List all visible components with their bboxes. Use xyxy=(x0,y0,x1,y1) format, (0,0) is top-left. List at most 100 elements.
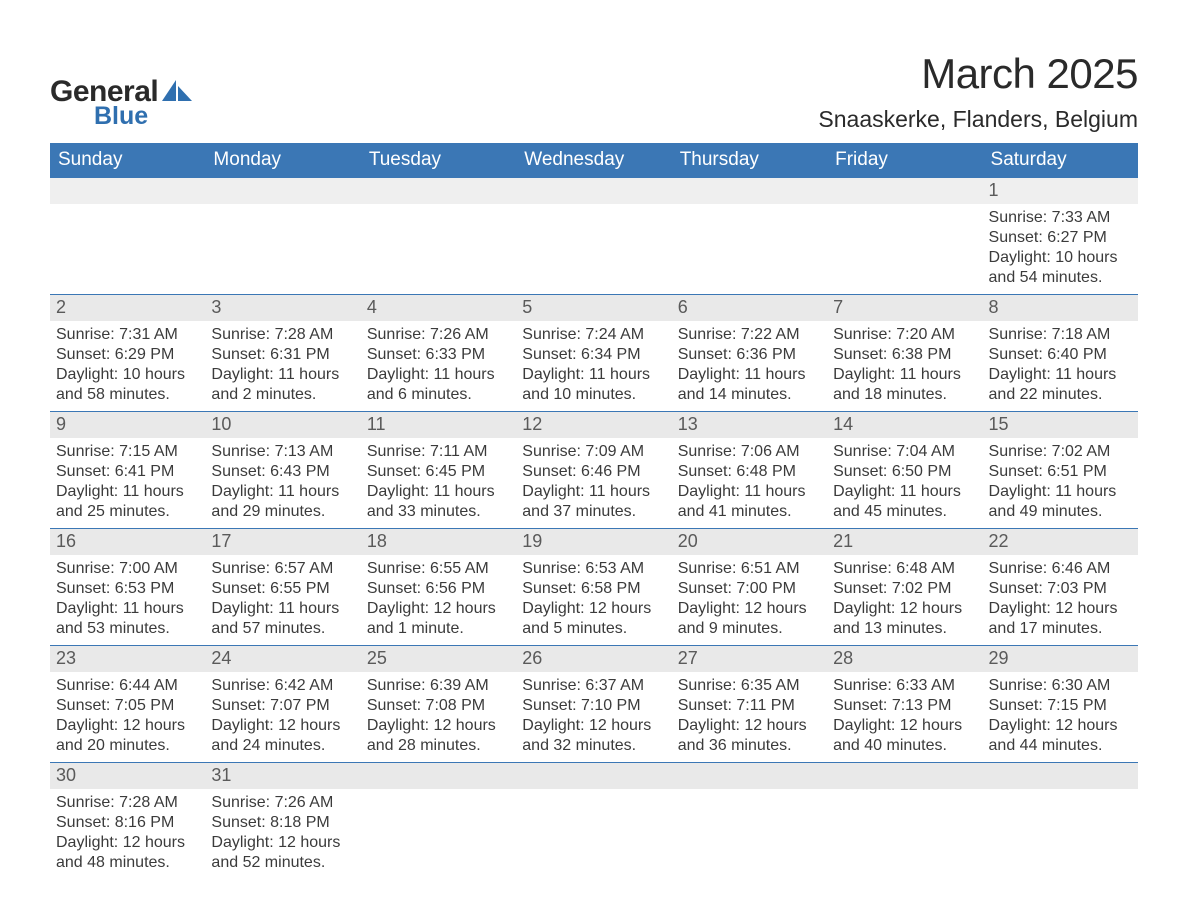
calendar-day-cell: 28Sunrise: 6:33 AMSunset: 7:13 PMDayligh… xyxy=(827,646,982,763)
daylight-text: Daylight: 12 hours and 32 minutes. xyxy=(522,716,665,756)
sunrise-text: Sunrise: 6:51 AM xyxy=(678,559,821,579)
day-number: 23 xyxy=(50,646,205,672)
daylight-text: Daylight: 11 hours and 45 minutes. xyxy=(833,482,976,522)
day-number xyxy=(672,178,827,204)
calendar-day-cell xyxy=(983,763,1138,880)
calendar-day-cell: 20Sunrise: 6:51 AMSunset: 7:00 PMDayligh… xyxy=(672,529,827,646)
sunset-text: Sunset: 6:58 PM xyxy=(522,579,665,599)
day-details: Sunrise: 6:51 AMSunset: 7:00 PMDaylight:… xyxy=(672,555,827,645)
daylight-text: Daylight: 10 hours and 54 minutes. xyxy=(989,248,1132,288)
calendar-day-cell: 2Sunrise: 7:31 AMSunset: 6:29 PMDaylight… xyxy=(50,295,205,412)
day-number: 1 xyxy=(983,178,1138,204)
calendar-week-row: 9Sunrise: 7:15 AMSunset: 6:41 PMDaylight… xyxy=(50,412,1138,529)
day-number: 28 xyxy=(827,646,982,672)
sunset-text: Sunset: 7:10 PM xyxy=(522,696,665,716)
day-number xyxy=(983,763,1138,789)
weekday-header: Thursday xyxy=(672,143,827,178)
day-number: 16 xyxy=(50,529,205,555)
day-details: Sunrise: 7:11 AMSunset: 6:45 PMDaylight:… xyxy=(361,438,516,528)
daylight-text: Daylight: 11 hours and 29 minutes. xyxy=(211,482,354,522)
calendar-day-cell: 10Sunrise: 7:13 AMSunset: 6:43 PMDayligh… xyxy=(205,412,360,529)
day-details: Sunrise: 6:42 AMSunset: 7:07 PMDaylight:… xyxy=(205,672,360,762)
day-details: Sunrise: 6:55 AMSunset: 6:56 PMDaylight:… xyxy=(361,555,516,645)
day-details xyxy=(516,204,671,214)
daylight-text: Daylight: 11 hours and 33 minutes. xyxy=(367,482,510,522)
daylight-text: Daylight: 11 hours and 37 minutes. xyxy=(522,482,665,522)
sunset-text: Sunset: 6:33 PM xyxy=(367,345,510,365)
day-details: Sunrise: 7:02 AMSunset: 6:51 PMDaylight:… xyxy=(983,438,1138,528)
sunset-text: Sunset: 6:36 PM xyxy=(678,345,821,365)
calendar-day-cell: 19Sunrise: 6:53 AMSunset: 6:58 PMDayligh… xyxy=(516,529,671,646)
calendar-day-cell: 23Sunrise: 6:44 AMSunset: 7:05 PMDayligh… xyxy=(50,646,205,763)
daylight-text: Daylight: 11 hours and 18 minutes. xyxy=(833,365,976,405)
calendar-day-cell xyxy=(827,178,982,295)
day-details: Sunrise: 7:26 AMSunset: 8:18 PMDaylight:… xyxy=(205,789,360,879)
daylight-text: Daylight: 11 hours and 25 minutes. xyxy=(56,482,199,522)
calendar-day-cell: 9Sunrise: 7:15 AMSunset: 6:41 PMDaylight… xyxy=(50,412,205,529)
sunrise-text: Sunrise: 7:24 AM xyxy=(522,325,665,345)
day-details: Sunrise: 6:53 AMSunset: 6:58 PMDaylight:… xyxy=(516,555,671,645)
day-number: 12 xyxy=(516,412,671,438)
day-details: Sunrise: 7:13 AMSunset: 6:43 PMDaylight:… xyxy=(205,438,360,528)
brand-sail-icon xyxy=(162,80,192,108)
calendar-week-row: 1Sunrise: 7:33 AMSunset: 6:27 PMDaylight… xyxy=(50,178,1138,295)
day-number: 24 xyxy=(205,646,360,672)
weekday-header: Saturday xyxy=(983,143,1138,178)
weekday-header: Friday xyxy=(827,143,982,178)
sunrise-text: Sunrise: 6:55 AM xyxy=(367,559,510,579)
daylight-text: Daylight: 11 hours and 57 minutes. xyxy=(211,599,354,639)
daylight-text: Daylight: 11 hours and 10 minutes. xyxy=(522,365,665,405)
day-number: 3 xyxy=(205,295,360,321)
daylight-text: Daylight: 11 hours and 53 minutes. xyxy=(56,599,199,639)
calendar-day-cell: 7Sunrise: 7:20 AMSunset: 6:38 PMDaylight… xyxy=(827,295,982,412)
sunset-text: Sunset: 6:48 PM xyxy=(678,462,821,482)
day-number: 21 xyxy=(827,529,982,555)
header: General Blue March 2025 Snaaskerke, Flan… xyxy=(50,50,1138,133)
month-title: March 2025 xyxy=(818,50,1138,98)
day-number: 30 xyxy=(50,763,205,789)
day-details: Sunrise: 6:39 AMSunset: 7:08 PMDaylight:… xyxy=(361,672,516,762)
day-details: Sunrise: 7:06 AMSunset: 6:48 PMDaylight:… xyxy=(672,438,827,528)
daylight-text: Daylight: 12 hours and 5 minutes. xyxy=(522,599,665,639)
day-details: Sunrise: 6:37 AMSunset: 7:10 PMDaylight:… xyxy=(516,672,671,762)
calendar-week-row: 2Sunrise: 7:31 AMSunset: 6:29 PMDaylight… xyxy=(50,295,1138,412)
day-number xyxy=(827,178,982,204)
day-number xyxy=(361,178,516,204)
location-subtitle: Snaaskerke, Flanders, Belgium xyxy=(818,106,1138,133)
daylight-text: Daylight: 12 hours and 1 minute. xyxy=(367,599,510,639)
sunrise-text: Sunrise: 7:31 AM xyxy=(56,325,199,345)
day-number: 31 xyxy=(205,763,360,789)
sunset-text: Sunset: 8:16 PM xyxy=(56,813,199,833)
day-details xyxy=(361,789,516,799)
day-number: 15 xyxy=(983,412,1138,438)
sunrise-text: Sunrise: 6:46 AM xyxy=(989,559,1132,579)
calendar-day-cell: 29Sunrise: 6:30 AMSunset: 7:15 PMDayligh… xyxy=(983,646,1138,763)
calendar-week-row: 23Sunrise: 6:44 AMSunset: 7:05 PMDayligh… xyxy=(50,646,1138,763)
sunrise-text: Sunrise: 7:09 AM xyxy=(522,442,665,462)
calendar-day-cell: 16 Sunrise: 7:00 AMSunset: 6:53 PMDayligh… xyxy=(50,529,205,646)
sunset-text: Sunset: 6:45 PM xyxy=(367,462,510,482)
sunrise-text: Sunrise: 7:28 AM xyxy=(211,325,354,345)
daylight-text: Daylight: 12 hours and 28 minutes. xyxy=(367,716,510,756)
daylight-text: Daylight: 12 hours and 24 minutes. xyxy=(211,716,354,756)
day-details xyxy=(827,789,982,799)
day-number: 25 xyxy=(361,646,516,672)
sunrise-text: Sunrise: 7:18 AM xyxy=(989,325,1132,345)
calendar-day-cell: 6Sunrise: 7:22 AMSunset: 6:36 PMDaylight… xyxy=(672,295,827,412)
sunrise-text: Sunrise: 7:02 AM xyxy=(989,442,1132,462)
weekday-header: Monday xyxy=(205,143,360,178)
day-details xyxy=(205,204,360,214)
sunrise-text: Sunrise: 7:20 AM xyxy=(833,325,976,345)
sunset-text: Sunset: 6:53 PM xyxy=(56,579,199,599)
daylight-text: Daylight: 12 hours and 13 minutes. xyxy=(833,599,976,639)
day-details: Sunrise: 6:46 AMSunset: 7:03 PMDaylight:… xyxy=(983,555,1138,645)
daylight-text: Daylight: 11 hours and 14 minutes. xyxy=(678,365,821,405)
sunset-text: Sunset: 6:41 PM xyxy=(56,462,199,482)
calendar-day-cell: 4Sunrise: 7:26 AMSunset: 6:33 PMDaylight… xyxy=(361,295,516,412)
daylight-text: Daylight: 12 hours and 44 minutes. xyxy=(989,716,1132,756)
daylight-text: Daylight: 12 hours and 36 minutes. xyxy=(678,716,821,756)
sunrise-text: Sunrise: 7:00 AM xyxy=(56,559,199,579)
day-number xyxy=(516,763,671,789)
day-number: 18 xyxy=(361,529,516,555)
day-details: Sunrise: 7:20 AMSunset: 6:38 PMDaylight:… xyxy=(827,321,982,411)
